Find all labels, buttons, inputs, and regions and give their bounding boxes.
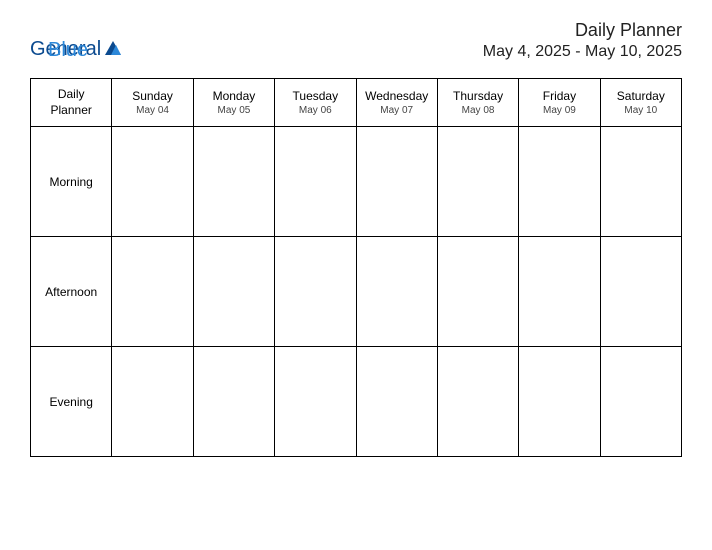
planner-cell [112, 237, 193, 347]
logo-word-blue: Blue [48, 39, 88, 61]
corner-cell: Daily Planner [31, 79, 112, 127]
day-date: May 09 [521, 105, 597, 116]
day-date: May 05 [196, 105, 272, 116]
planner-cell [112, 347, 193, 457]
planner-cell [193, 237, 274, 347]
day-head-friday: Friday May 09 [519, 79, 600, 127]
day-date: May 10 [603, 105, 679, 116]
table-row: Evening [31, 347, 682, 457]
planner-cell [519, 347, 600, 457]
date-range: May 4, 2025 - May 10, 2025 [483, 43, 682, 61]
title-block: Daily Planner May 4, 2025 - May 10, 2025 [483, 20, 682, 61]
day-date: May 07 [359, 105, 435, 116]
day-name: Tuesday [277, 89, 353, 103]
planner-cell [112, 127, 193, 237]
row-label-morning: Morning [31, 127, 112, 237]
day-name: Monday [196, 89, 272, 103]
planner-cell [519, 237, 600, 347]
day-date: May 06 [277, 105, 353, 116]
day-head-monday: Monday May 05 [193, 79, 274, 127]
day-name: Saturday [603, 89, 679, 103]
day-date: May 08 [440, 105, 516, 116]
table-header-row: Daily Planner Sunday May 04 Monday May 0… [31, 79, 682, 127]
planner-cell [600, 347, 681, 457]
day-name: Friday [521, 89, 597, 103]
planner-cell [437, 237, 518, 347]
planner-cell [437, 347, 518, 457]
page-title: Daily Planner [483, 20, 682, 41]
planner-cell [193, 347, 274, 457]
planner-cell [193, 127, 274, 237]
planner-cell [356, 347, 437, 457]
day-name: Thursday [440, 89, 516, 103]
corner-label-2: Planner [35, 103, 107, 119]
planner-cell [275, 127, 356, 237]
row-label-afternoon: Afternoon [31, 237, 112, 347]
planner-cell [275, 237, 356, 347]
day-head-wednesday: Wednesday May 07 [356, 79, 437, 127]
table-row: Morning [31, 127, 682, 237]
day-head-tuesday: Tuesday May 06 [275, 79, 356, 127]
planner-cell [275, 347, 356, 457]
planner-cell [356, 127, 437, 237]
row-label-evening: Evening [31, 347, 112, 457]
day-head-saturday: Saturday May 10 [600, 79, 681, 127]
planner-cell [600, 127, 681, 237]
day-name: Wednesday [359, 89, 435, 103]
day-head-thursday: Thursday May 08 [437, 79, 518, 127]
planner-table: Daily Planner Sunday May 04 Monday May 0… [30, 78, 682, 457]
planner-cell [600, 237, 681, 347]
table-row: Afternoon [31, 237, 682, 347]
planner-cell [356, 237, 437, 347]
corner-label-1: Daily [35, 87, 107, 103]
day-head-sunday: Sunday May 04 [112, 79, 193, 127]
planner-cell [519, 127, 600, 237]
day-name: Sunday [114, 89, 190, 103]
planner-cell [437, 127, 518, 237]
day-date: May 04 [114, 105, 190, 116]
logo-triangle-icon [105, 41, 121, 60]
